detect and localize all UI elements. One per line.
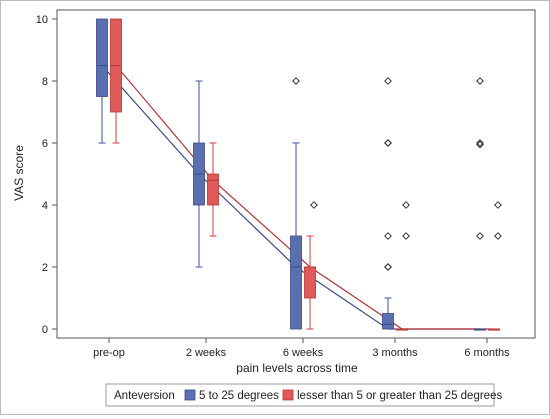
- outlier-point: [384, 139, 392, 147]
- legend-swatch-series-2: [282, 389, 294, 401]
- outlier-point: [384, 232, 392, 240]
- outlier-point: [476, 232, 484, 240]
- box: [382, 313, 394, 330]
- box: [304, 266, 316, 299]
- x-axis-label: pain levels across time: [236, 361, 358, 375]
- legend-label-series-2: lesser than 5 or greater than 25 degrees: [297, 390, 502, 402]
- plot-area: [56, 9, 536, 339]
- box: [290, 235, 302, 330]
- x-tick-label: 6 weeks: [283, 347, 324, 359]
- outlier-layer: [292, 77, 502, 271]
- y-tick-label: 2: [42, 262, 48, 274]
- y-axis-label: VAS score: [12, 145, 26, 201]
- legend-swatch-series-1: [184, 389, 196, 401]
- legend-label-series-1: 5 to 25 degrees: [199, 390, 279, 402]
- outlier-point: [476, 139, 484, 147]
- outlier-point: [402, 232, 410, 240]
- outlier-point: [494, 201, 502, 209]
- outlier-point: [384, 263, 392, 271]
- outlier-point: [384, 139, 392, 147]
- outlier-point: [494, 232, 502, 240]
- legend: Anteversion 5 to 25 degrees lesser than …: [105, 383, 502, 407]
- outlier-point: [310, 201, 318, 209]
- y-tick-label: 10: [36, 14, 48, 26]
- x-tick-label: 6 months: [464, 347, 510, 359]
- axis-ticks: 0 2 4 6 8 10 pre-op 2 weeks 6 weeks 3 months 6 mon…: [36, 14, 510, 359]
- x-tick-label: 2 weeks: [186, 347, 227, 359]
- box: [96, 18, 108, 97]
- y-tick-label: 6: [42, 138, 48, 150]
- outlier-point: [384, 77, 392, 85]
- outlier-point: [384, 263, 392, 271]
- legend-title: Anteversion: [114, 390, 175, 402]
- box-layer: [96, 18, 500, 331]
- x-tick-label: pre-op: [93, 347, 125, 359]
- legend-frame: [105, 383, 495, 407]
- outlier-point: [292, 77, 300, 85]
- y-tick-label: 4: [42, 200, 48, 212]
- y-tick-label: 0: [42, 324, 48, 336]
- box: [207, 173, 219, 206]
- x-tick-label: 3 months: [372, 347, 418, 359]
- outlier-point: [402, 201, 410, 209]
- y-tick-label: 8: [42, 76, 48, 88]
- outlier-point: [476, 77, 484, 85]
